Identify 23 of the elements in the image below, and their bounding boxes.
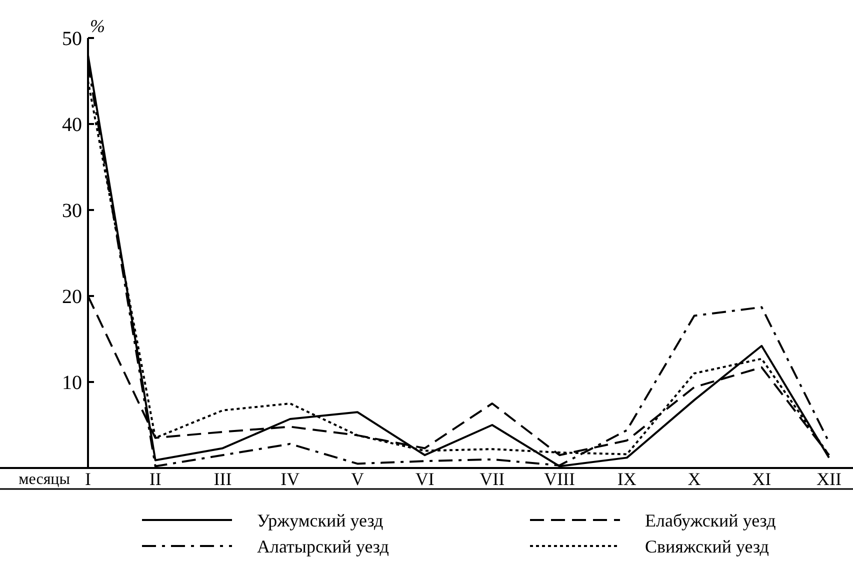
- y-axis-title: %: [90, 16, 105, 36]
- x-tick-label: VI: [415, 469, 434, 489]
- legend-label: Елабужский уезд: [645, 510, 776, 530]
- x-tick-label: XII: [816, 469, 842, 489]
- y-tick-label: 30: [62, 200, 82, 222]
- x-tick-label: V: [350, 469, 364, 489]
- y-tick-label: 50: [62, 28, 82, 50]
- x-tick-label: III: [214, 469, 232, 489]
- x-tick-label: IV: [280, 469, 300, 489]
- y-tick-label: 40: [62, 114, 82, 136]
- x-tick-label: II: [149, 469, 162, 489]
- y-tick-label: 10: [62, 372, 82, 394]
- y-tick-label: 20: [62, 286, 82, 308]
- x-tick-label: IX: [617, 469, 636, 489]
- x-tick-label: X: [688, 469, 701, 489]
- x-axis-title: месяцы: [18, 471, 70, 488]
- legend-label: Алатырский уезд: [257, 536, 389, 556]
- x-tick-label: XI: [752, 469, 772, 489]
- x-tick-label: I: [85, 469, 91, 489]
- x-tick-label: VII: [480, 469, 505, 489]
- x-tick-label: VIII: [544, 469, 576, 489]
- legend-label: Уржумский уезд: [257, 510, 384, 530]
- legend-label: Свияжский уезд: [645, 536, 769, 556]
